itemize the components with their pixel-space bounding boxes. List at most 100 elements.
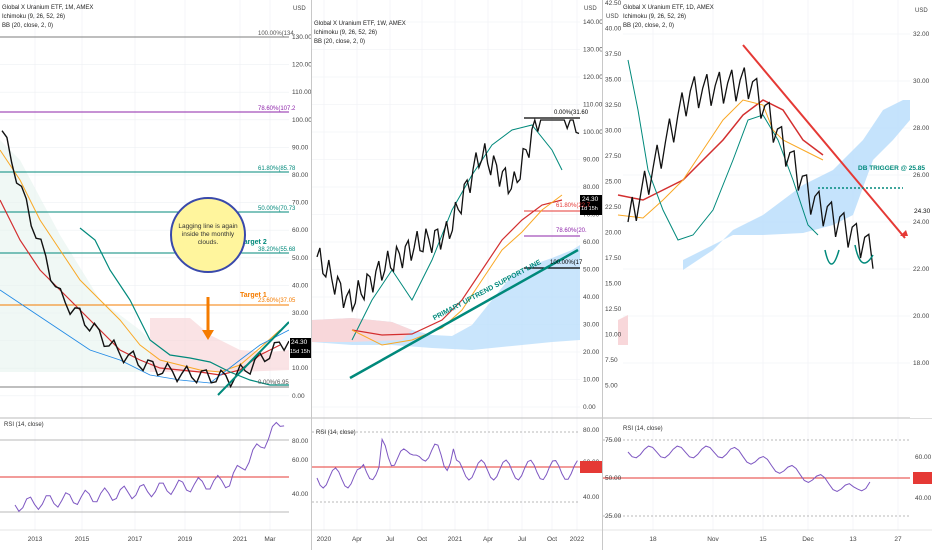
left-tick-label: 22.50 <box>605 204 622 211</box>
y-tick-label: 110.00 <box>583 102 602 109</box>
y-tick-label: 40.00 <box>292 282 309 289</box>
chart-title: Global X Uranium ETF, 1W, AMEX <box>314 21 406 27</box>
bb-label: BB (20, close, 2, 0) <box>623 23 675 29</box>
db-trigger-label: DB TRIGGER @ 25.85 <box>858 165 926 172</box>
x-tick-label: Oct <box>417 536 427 543</box>
weekly-chart-svg: 140.00 130.00 120.00 110.00 100.00 90.00 80.00… <box>312 0 602 543</box>
fib-label-382: 38.20%(55.68 <box>258 247 296 253</box>
rsi-left-tick-label: 75.00 <box>605 437 622 444</box>
left-tick-label: 37.50 <box>605 51 622 58</box>
y-tick-label: 30.00 <box>913 78 930 85</box>
rsi-tick-label: 60.00 <box>292 457 309 464</box>
chart-title: Global X Uranium ETF, 1D, AMEX <box>623 5 714 11</box>
ichimoku-label: Ichimoku (9, 26, 52, 26) <box>623 14 687 20</box>
ichimoku-cloud <box>150 195 289 372</box>
y-tick-label: 130.00 <box>583 47 602 54</box>
price-series <box>627 67 874 269</box>
ichimoku-label: Ichimoku (9, 26, 52, 26) <box>314 30 378 36</box>
x-tick-label: Jul <box>518 536 527 543</box>
price-tag: 24.30 <box>291 339 308 346</box>
weekly-chart-panel: 140.00 130.00 120.00 110.00 100.00 90.00 80.00… <box>312 0 602 550</box>
y-tick-label: 90.00 <box>292 144 309 151</box>
ichimoku-cloud <box>683 100 910 270</box>
x-tick-label: Dec <box>802 536 814 543</box>
left-tick-label: 12.50 <box>605 306 622 313</box>
left-tick-label: 10.00 <box>605 332 622 339</box>
y-tick-label: 70.00 <box>292 200 309 207</box>
rsi-tick-label: 40.00 <box>915 495 932 502</box>
y-tick-label: 110.00 <box>292 89 311 96</box>
y-tick-label: 50.00 <box>292 255 309 262</box>
y-tick-label: 24.00 <box>913 219 930 226</box>
y-tick-label: 0.00 <box>292 393 305 400</box>
x-tick-label: Nov <box>707 536 719 543</box>
bb-label: BB (20, close, 2, 0) <box>314 39 366 45</box>
left-tick-label: 35.00 <box>605 77 622 84</box>
y-tick-label: 60.00 <box>292 227 309 234</box>
left-tick-label: 40.00 <box>605 26 622 33</box>
y-tick-label: 20.00 <box>913 313 930 320</box>
left-tick-label: 27.50 <box>605 153 622 160</box>
y-tick-label: 20.00 <box>583 349 600 356</box>
y-tick-label: 100.00 <box>583 129 602 136</box>
left-tick-label: 20.00 <box>605 230 622 237</box>
callout-text: Lagging line is again inside the monthly… <box>178 223 238 246</box>
y-tick-label: 50.00 <box>583 267 600 274</box>
rsi-line <box>627 445 871 492</box>
x-tick-label: 2017 <box>128 536 143 543</box>
y-tick-label: 120.00 <box>292 62 311 69</box>
usd-label-right: USD <box>915 8 928 14</box>
rsi-line <box>316 437 578 489</box>
x-tick-label: 15 <box>759 536 767 543</box>
ichimoku-cloud-red <box>312 318 412 342</box>
left-tick-label: 15.00 <box>605 281 622 288</box>
price-countdown: 1d 15h <box>581 206 598 212</box>
bb-label: BB (20, close, 2, 0) <box>2 23 54 29</box>
x-tick-label: Apr <box>483 536 494 543</box>
x-tick-label: 2019 <box>178 536 193 543</box>
y-tick-label: 80.00 <box>583 184 600 191</box>
rsi-line <box>14 421 285 513</box>
rsi-tick-label: 40.00 <box>292 491 309 498</box>
fib-label-618: 61.80%(85.78 <box>258 166 296 172</box>
chart-header: Global X Uranium ETF, 1D, AMEX Ichimoku … <box>623 4 714 31</box>
ichimoku-label: Ichimoku (9, 26, 52, 26) <box>2 14 66 20</box>
x-tick-label: Mar <box>264 536 276 543</box>
rsi-label: RSI (14, close) <box>623 426 663 432</box>
chart-header: Global X Uranium ETF, 1M, AMEX Ichimoku … <box>2 4 93 31</box>
y-tick-label: 130.00 <box>292 34 311 41</box>
x-tick-label: Jul <box>386 536 395 543</box>
left-tick-label: 17.50 <box>605 255 622 262</box>
daily-chart-panel: 32.00 30.00 28.00 26.00 24.00 22.00 20.00 18.00… <box>603 0 932 550</box>
left-tick-label: 5.00 <box>605 383 618 390</box>
rsi-tick-label: 80.00 <box>292 438 309 445</box>
y-tick-label: 90.00 <box>583 157 600 164</box>
monthly-chart-svg: 130.00 120.00 110.00 100.00 90.00 80.00 70.00 6… <box>0 0 311 543</box>
price-countdown: 15d 15h <box>290 349 310 355</box>
fib-label-618: 61.80%(22.7 <box>556 203 591 209</box>
y-tick-label: 40.00 <box>583 294 600 301</box>
rsi-tick-label: 60.00 <box>915 454 932 461</box>
x-tick-label: 2021 <box>233 536 248 543</box>
price-tag: 24.30 <box>582 196 599 203</box>
y-tick-label: 30.00 <box>583 322 600 329</box>
x-tick-label: 2015 <box>75 536 90 543</box>
left-tick-label: 25.00 <box>605 179 622 186</box>
rsi-label: RSI (14, close) <box>4 422 44 428</box>
y-tick-label: 140.00 <box>583 19 602 26</box>
daily-chart-svg: 32.00 30.00 28.00 26.00 24.00 22.00 20.00 18.00… <box>603 0 932 543</box>
price-series <box>1 130 290 389</box>
x-tick-label: Oct <box>547 536 557 543</box>
rsi-left-tick-label: 50.00 <box>605 475 622 482</box>
fib-label-000: 0.00%(6.95 <box>258 380 289 386</box>
y-tick-label: 22.00 <box>913 266 930 273</box>
monthly-chart-panel: 130.00 120.00 110.00 100.00 90.00 80.00 70.00 6… <box>0 0 311 550</box>
rsi-label: RSI (14, close) <box>316 430 356 436</box>
price-tag: 24.30 <box>914 208 931 215</box>
rsi-tick-label: 40.00 <box>583 494 600 501</box>
x-tick-label: 2022 <box>570 536 585 543</box>
fib-label-786: 78.60%(20. <box>556 228 587 234</box>
target-1-label: Target 1 <box>240 292 267 299</box>
fib-label-000: 0.00%(31.60 <box>554 110 589 116</box>
target-2-label: Target 2 <box>240 239 267 246</box>
